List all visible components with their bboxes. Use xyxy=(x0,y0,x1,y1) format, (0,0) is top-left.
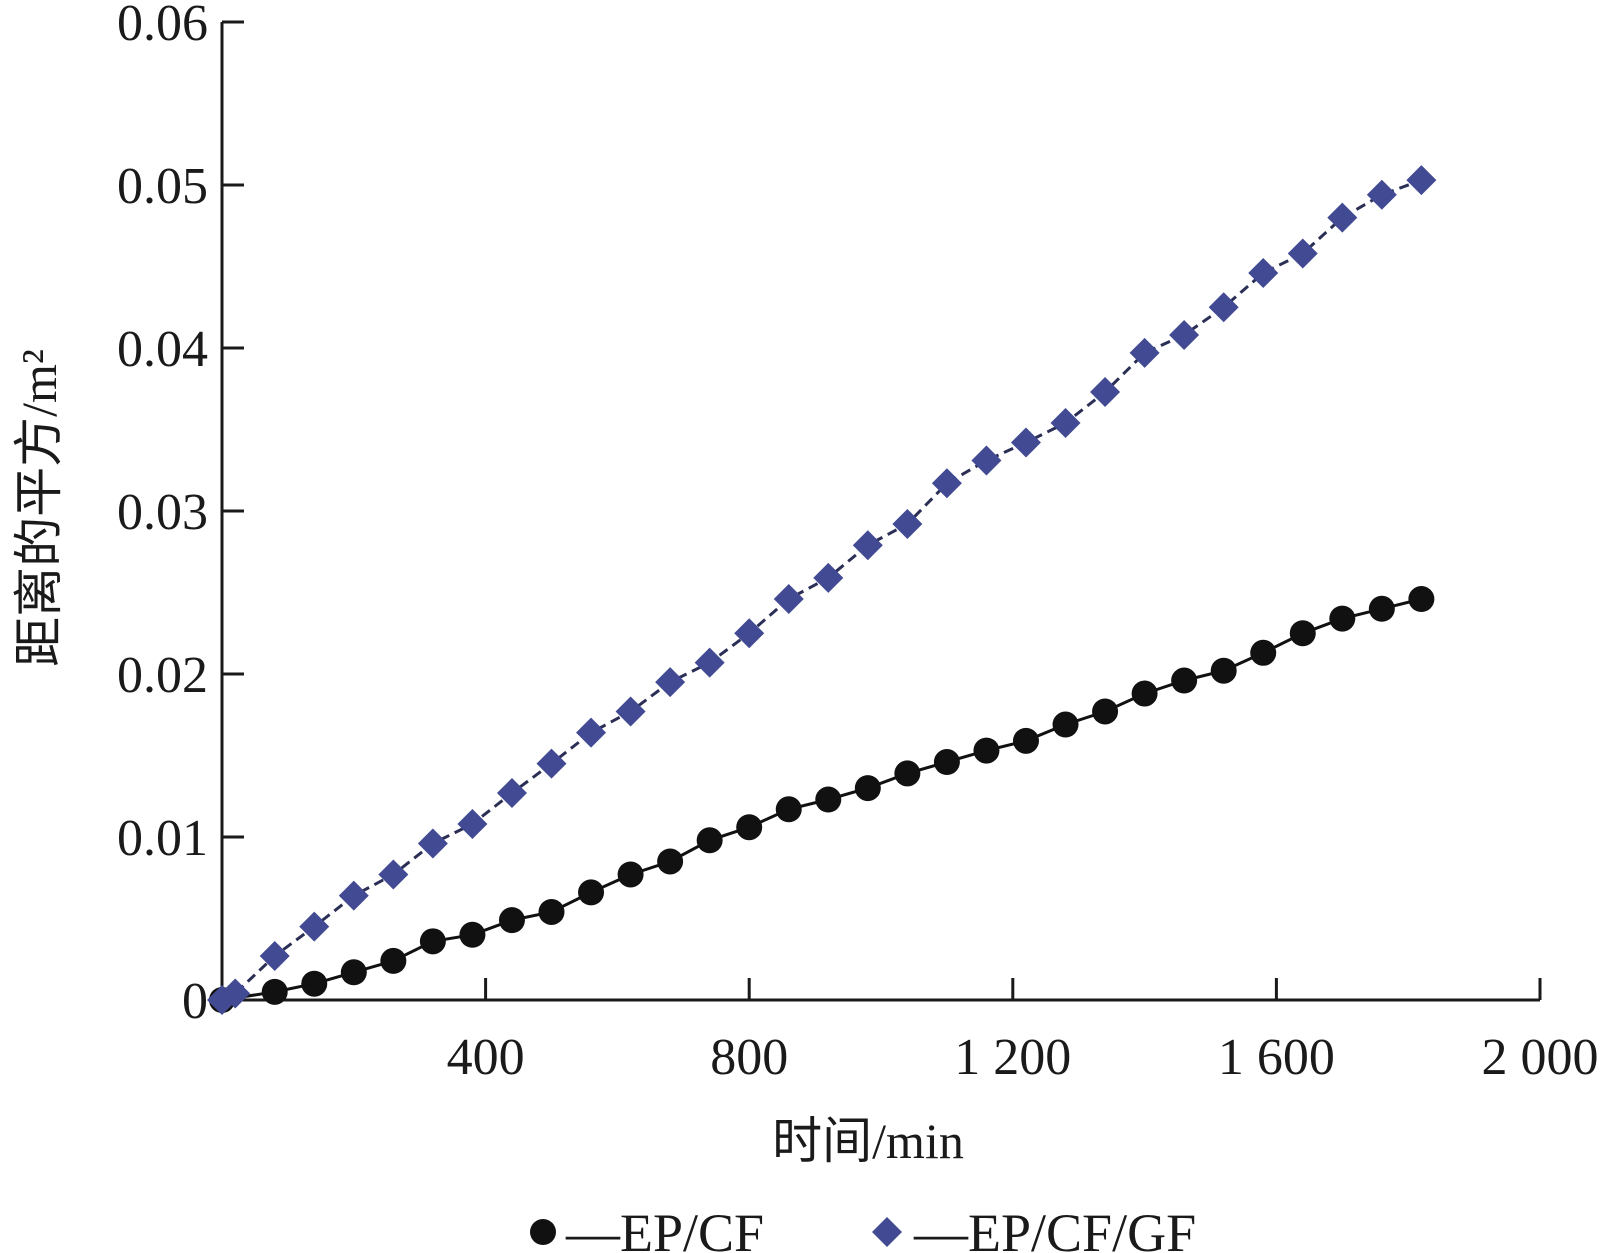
y-tick-label: 0.01 xyxy=(117,810,208,867)
data-point-ep-cf-gf xyxy=(813,562,844,593)
data-point-ep-cf xyxy=(894,760,921,787)
x-ticks: 400 800 1 200 1 600 2 000 xyxy=(447,978,1599,1086)
legend-marker-ep-cf-gf xyxy=(872,1217,902,1247)
data-point-ep-cf-gf xyxy=(734,618,765,649)
data-point-ep-cf-gf xyxy=(1129,337,1160,368)
y-tick-label: 0 xyxy=(182,973,208,1030)
data-point-ep-cf-gf xyxy=(259,940,290,971)
data-point-ep-cf-gf xyxy=(655,667,686,698)
data-point-ep-cf-gf xyxy=(971,445,1002,476)
data-point-ep-cf xyxy=(617,861,644,888)
data-point-ep-cf xyxy=(301,970,328,997)
data-point-ep-cf-gf xyxy=(1248,258,1279,289)
data-point-ep-cf xyxy=(1131,680,1158,707)
axes: 0 0.01 0.02 0.03 0.04 0.05 0.06 400 800 1 200 1 6… xyxy=(117,0,1599,1086)
data-point-ep-cf xyxy=(1012,727,1039,754)
data-point-ep-cf-gf xyxy=(892,509,923,540)
data-point-ep-cf xyxy=(933,749,960,776)
data-point-ep-cf xyxy=(340,959,367,986)
data-point-ep-cf xyxy=(498,907,525,934)
data-point-ep-cf xyxy=(578,879,605,906)
data-point-ep-cf xyxy=(657,848,684,875)
data-point-ep-cf-gf xyxy=(931,468,962,499)
y-axis-title: 距离的平方/m² xyxy=(11,349,67,667)
data-point-ep-cf-gf xyxy=(1169,319,1200,350)
legend-marker-ep-cf xyxy=(530,1219,556,1245)
data-point-ep-cf-gf xyxy=(615,696,646,727)
data-point-ep-cf-gf xyxy=(1208,292,1239,323)
data-point-ep-cf xyxy=(1329,605,1356,632)
series-layer xyxy=(207,165,1437,1015)
y-ticks: 0 0.01 0.02 0.03 0.04 0.05 0.06 xyxy=(117,0,244,1030)
x-tick-label: 1 600 xyxy=(1218,1029,1335,1086)
y-tick-label: 0.06 xyxy=(117,0,208,52)
data-point-ep-cf-gf xyxy=(694,647,725,678)
y-tick-label: 0.05 xyxy=(117,158,208,215)
legend-label-ep-cf: —EP/CF xyxy=(565,1203,764,1253)
data-point-ep-cf xyxy=(1250,639,1277,666)
data-point-ep-cf xyxy=(419,928,446,955)
data-point-ep-cf-gf xyxy=(1366,179,1397,210)
x-tick-label: 400 xyxy=(447,1029,525,1086)
data-point-ep-cf-gf xyxy=(1406,165,1437,196)
data-point-ep-cf-gf xyxy=(576,717,607,748)
data-point-ep-cf-gf xyxy=(1090,377,1121,408)
series-ep-cf xyxy=(209,586,1435,1013)
x-tick-label: 800 xyxy=(710,1029,788,1086)
legend-label-ep-cf-gf: —EP/CF/GF xyxy=(913,1203,1196,1253)
data-point-ep-cf xyxy=(1210,657,1237,684)
data-point-ep-cf xyxy=(1408,586,1435,613)
data-point-ep-cf xyxy=(1171,667,1198,694)
y-tick-label: 0.02 xyxy=(117,647,208,704)
y-tick-label: 0.04 xyxy=(117,321,208,378)
data-point-ep-cf xyxy=(1289,620,1316,647)
data-point-ep-cf-gf xyxy=(496,777,527,808)
data-point-ep-cf-gf xyxy=(536,748,567,779)
legend: —EP/CF —EP/CF/GF xyxy=(530,1203,1196,1253)
data-point-ep-cf-gf xyxy=(457,808,488,839)
data-point-ep-cf xyxy=(1092,698,1119,725)
data-point-ep-cf xyxy=(1052,711,1079,738)
data-point-ep-cf xyxy=(459,921,486,948)
data-point-ep-cf-gf xyxy=(299,911,330,942)
data-point-ep-cf-gf xyxy=(338,880,369,911)
data-point-ep-cf xyxy=(261,978,288,1005)
data-point-ep-cf-gf xyxy=(417,828,448,859)
data-point-ep-cf-gf xyxy=(1287,238,1318,269)
x-axis-title: 时间/min xyxy=(772,1113,964,1169)
data-point-ep-cf xyxy=(973,737,1000,764)
data-point-ep-cf xyxy=(380,947,407,974)
data-point-ep-cf xyxy=(854,775,881,802)
data-point-ep-cf-gf xyxy=(1010,427,1041,458)
data-point-ep-cf xyxy=(775,796,802,823)
series-ep-cf-gf xyxy=(207,165,1437,1015)
data-point-ep-cf-gf xyxy=(773,584,804,615)
x-tick-label: 2 000 xyxy=(1482,1029,1599,1086)
x-tick-label: 1 200 xyxy=(954,1029,1071,1086)
data-point-ep-cf xyxy=(815,786,842,813)
data-point-ep-cf-gf xyxy=(378,859,409,890)
data-point-ep-cf-gf xyxy=(220,978,251,1009)
data-point-ep-cf xyxy=(1368,595,1395,622)
y-tick-label: 0.03 xyxy=(117,484,208,541)
data-point-ep-cf-gf xyxy=(1327,202,1358,233)
data-point-ep-cf-gf xyxy=(1050,407,1081,438)
data-point-ep-cf xyxy=(736,814,763,841)
data-point-ep-cf xyxy=(696,827,723,854)
data-point-ep-cf-gf xyxy=(852,530,883,561)
data-point-ep-cf xyxy=(538,898,565,925)
